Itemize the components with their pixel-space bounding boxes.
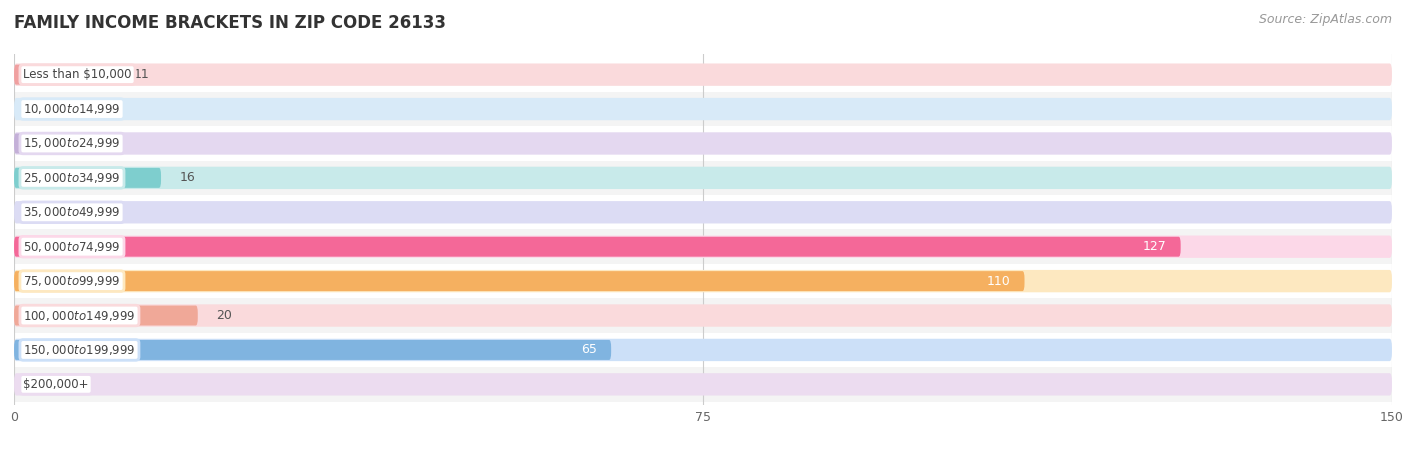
Text: $75,000 to $99,999: $75,000 to $99,999 [24,274,121,288]
Bar [14,298,1392,333]
Text: Source: ZipAtlas.com: Source: ZipAtlas.com [1258,14,1392,27]
FancyBboxPatch shape [14,98,1392,120]
Text: 20: 20 [217,309,232,322]
Text: 0: 0 [32,206,41,219]
FancyBboxPatch shape [14,270,1392,292]
Text: FAMILY INCOME BRACKETS IN ZIP CODE 26133: FAMILY INCOME BRACKETS IN ZIP CODE 26133 [14,14,446,32]
Text: $50,000 to $74,999: $50,000 to $74,999 [24,240,121,254]
Bar [14,230,1392,264]
Text: $200,000+: $200,000+ [24,378,89,391]
Text: 11: 11 [134,68,149,81]
Text: 65: 65 [582,343,598,356]
Text: 110: 110 [987,274,1011,288]
Text: $10,000 to $14,999: $10,000 to $14,999 [24,102,121,116]
Bar [14,58,1392,92]
FancyBboxPatch shape [14,65,115,85]
FancyBboxPatch shape [14,166,1392,189]
Text: $35,000 to $49,999: $35,000 to $49,999 [24,205,121,219]
Bar [14,367,1392,401]
FancyBboxPatch shape [14,134,42,153]
FancyBboxPatch shape [14,235,1392,258]
Bar [14,161,1392,195]
Text: $25,000 to $34,999: $25,000 to $34,999 [24,171,121,185]
FancyBboxPatch shape [14,168,162,188]
Bar [14,126,1392,161]
Text: Less than $10,000: Less than $10,000 [24,68,132,81]
FancyBboxPatch shape [14,201,1392,224]
FancyBboxPatch shape [14,340,612,360]
Bar [14,92,1392,126]
Text: 3: 3 [60,137,67,150]
FancyBboxPatch shape [14,339,1392,361]
Text: $100,000 to $149,999: $100,000 to $149,999 [24,309,135,323]
Bar [14,264,1392,298]
Text: $15,000 to $24,999: $15,000 to $24,999 [24,136,121,150]
Text: 0: 0 [32,103,41,116]
FancyBboxPatch shape [14,373,1392,396]
FancyBboxPatch shape [14,237,1181,256]
Text: $150,000 to $199,999: $150,000 to $199,999 [24,343,135,357]
FancyBboxPatch shape [14,271,1025,291]
Bar [14,195,1392,230]
FancyBboxPatch shape [14,304,1392,327]
Bar [14,333,1392,367]
Text: 0: 0 [32,378,41,391]
Text: 16: 16 [180,171,195,184]
FancyBboxPatch shape [14,132,1392,155]
FancyBboxPatch shape [14,306,198,325]
Text: 127: 127 [1143,240,1167,253]
FancyBboxPatch shape [14,63,1392,86]
